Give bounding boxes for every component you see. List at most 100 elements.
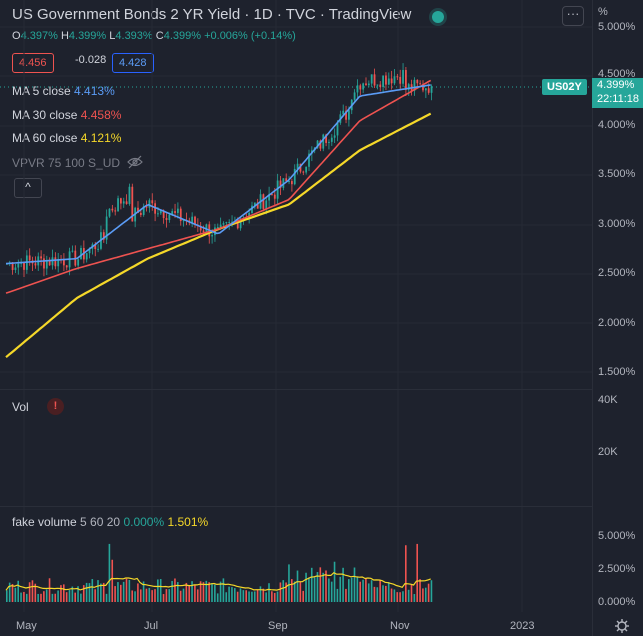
volume-bar	[108, 543, 111, 602]
pane-separator[interactable]	[0, 389, 592, 390]
volume-bar	[31, 580, 34, 602]
settings-gear-icon[interactable]	[614, 618, 630, 634]
chart-title: US Government Bonds 2 YR Yield · 1D · TV…	[12, 6, 412, 23]
vol-label[interactable]: Vol	[12, 400, 29, 414]
candle	[88, 248, 91, 254]
volume-bar	[413, 594, 416, 602]
last-price-badge: 4.399% 22:11:18	[592, 78, 643, 108]
legend-ma30[interactable]: MA 30 close 4.458%	[12, 108, 121, 122]
candle	[265, 200, 268, 209]
candle	[94, 244, 97, 250]
volume-bar	[154, 589, 156, 602]
candle	[225, 222, 228, 224]
volume-bar	[256, 589, 259, 602]
volume-bar	[134, 591, 136, 602]
legend-fake-volume[interactable]: fake volume 5 60 20 0.000% 1.501%	[12, 515, 208, 529]
price-tick: 3.000%	[598, 218, 636, 230]
volume-bar	[253, 591, 256, 602]
candle	[342, 110, 345, 115]
price-chart[interactable]	[0, 0, 592, 636]
volume-bar	[305, 572, 307, 602]
candle	[174, 211, 176, 213]
pane-separator-2[interactable]	[0, 506, 592, 507]
candle	[348, 110, 350, 120]
volume-bar	[88, 583, 91, 602]
volume-bar	[367, 583, 370, 602]
candle	[111, 208, 114, 211]
volume-bar	[379, 579, 381, 602]
volume-bar	[325, 570, 327, 602]
candle	[120, 198, 122, 204]
candle	[114, 210, 117, 212]
candle	[128, 186, 131, 204]
change-value: +0.006% (+0.14%)	[204, 30, 296, 42]
volume-bar	[373, 586, 376, 602]
price-tick: 3.500%	[598, 168, 636, 180]
candle	[365, 83, 367, 86]
volume-bar	[199, 581, 202, 602]
spread-value: -0.028	[75, 54, 107, 66]
collapse-legend-button[interactable]: ^	[14, 178, 42, 198]
volume-bar	[356, 577, 359, 602]
candle	[71, 250, 74, 252]
volume-bar	[296, 570, 299, 602]
volume-bar	[85, 582, 88, 602]
candle	[48, 260, 51, 266]
volume-bar	[194, 585, 196, 602]
volume-bar	[285, 582, 287, 602]
volume-bar	[259, 586, 262, 602]
volume-bar	[362, 579, 364, 602]
volume-bar	[117, 582, 119, 602]
volume-bar	[114, 586, 116, 602]
price-tick: 2.500%	[598, 267, 636, 279]
fake-volume-avg-line	[5, 571, 431, 591]
volume-bar	[402, 591, 404, 602]
candle	[271, 194, 273, 196]
sell-button[interactable]: 4.456	[12, 53, 54, 73]
volume-bar	[202, 582, 205, 602]
volume-bar	[17, 580, 19, 602]
warning-icon[interactable]: !	[47, 398, 64, 415]
volume-bar	[365, 577, 367, 602]
more-options-button[interactable]: ···	[562, 6, 584, 26]
volume-bar	[282, 580, 285, 602]
candle	[151, 200, 154, 204]
volume-bar	[328, 578, 330, 602]
high-label: H	[60, 30, 69, 42]
volume-bar	[11, 584, 14, 602]
volume-bar	[396, 592, 399, 602]
fake-volume-params: 5 60 20	[80, 515, 121, 529]
volume-bar	[359, 581, 361, 602]
ma30-line	[5, 79, 432, 294]
volume-bar	[216, 593, 219, 602]
candle	[282, 178, 285, 188]
symbol-badge: US02Y	[542, 79, 587, 95]
candle	[228, 221, 231, 223]
price-tick: 4.500%	[598, 68, 636, 80]
volume-bar	[165, 589, 168, 602]
candle	[191, 216, 194, 223]
ma60-line	[5, 112, 432, 359]
candle	[376, 84, 379, 86]
last-price-value: 4.399%	[597, 79, 635, 91]
ohlc-readout: O4.397% H4.399% L4.393% C4.399% +0.006% …	[12, 30, 296, 42]
legend-vpvr[interactable]: VPVR 75 100 S_UD	[12, 155, 144, 170]
volume-bar	[34, 583, 37, 602]
candle	[159, 210, 162, 214]
fake-volume-v2: 1.501%	[167, 515, 209, 529]
volume-bar	[171, 580, 173, 602]
volume-bar	[288, 564, 290, 602]
buy-button[interactable]: 4.428	[112, 53, 154, 73]
price-tick: 4.000%	[598, 119, 636, 131]
candle	[276, 180, 279, 199]
candle	[305, 166, 308, 173]
volume-bar	[122, 581, 125, 602]
volume-bar	[20, 592, 22, 602]
hidden-eye-icon[interactable]	[127, 155, 144, 169]
legend-ma60[interactable]: MA 60 close 4.121%	[12, 131, 121, 145]
volume-bar	[339, 576, 342, 602]
price-scale-unit[interactable]: %	[598, 6, 608, 18]
candle	[165, 218, 168, 220]
volume-bar	[148, 587, 151, 602]
volume-bar	[222, 578, 225, 602]
